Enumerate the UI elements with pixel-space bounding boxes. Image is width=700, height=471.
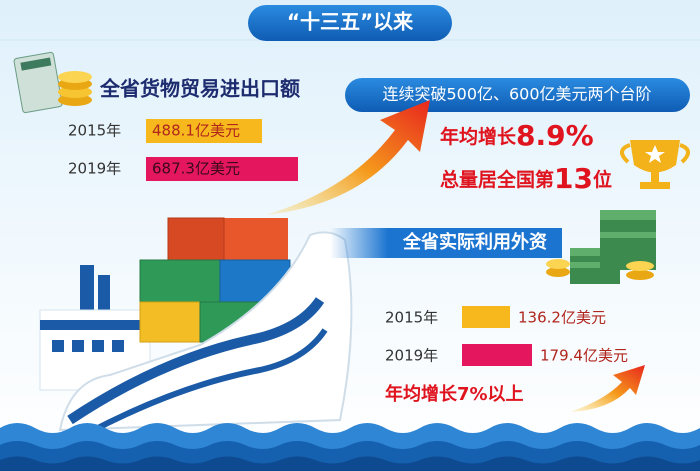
trade-value: 488.1亿美元 [152,122,240,140]
fdi-strip [330,228,562,258]
growth-arrow [265,100,430,215]
fdi-arrow [570,365,645,412]
rank-prefix: 总量居全国第 [440,168,554,191]
trade-year: 2019年 [68,160,121,178]
fdi-value: 179.4亿美元 [540,347,628,365]
fdi-title: 全省实际利用外资 [402,231,547,253]
fdi-bar [462,344,532,366]
trade-banner: 连续突破500亿、600亿美元两个台阶 [382,85,651,104]
waves [0,423,700,471]
trade-value: 687.3亿美元 [152,160,240,178]
trade-title: 全省货物贸易进出口额 [99,77,300,101]
money-icon [13,51,92,114]
header-title: “十三五”以来 [287,10,414,34]
fdi-year: 2019年 [385,347,438,365]
header-pill [248,5,452,41]
growth-value: 8.9% [516,119,594,152]
fdi-year: 2015年 [385,309,438,327]
fdi-bar [462,306,510,328]
rank-value: 13 [554,162,593,195]
trade-growth: 年均增长8.9% [440,119,594,152]
cash-icon [546,210,656,284]
fdi-value: 136.2亿美元 [518,309,606,327]
ship [39,217,353,435]
banner-pill [345,78,690,112]
trade-year: 2015年 [68,122,121,140]
trade-bar [146,119,262,143]
trade-bar [146,157,298,181]
growth-prefix: 年均增长 [440,125,517,148]
fdi-growth: 年均增长7%以上 [385,383,524,405]
trophy-icon [620,140,690,189]
rank-suffix: 位 [593,168,612,191]
trade-rank: 总量居全国第13位 [440,162,612,195]
